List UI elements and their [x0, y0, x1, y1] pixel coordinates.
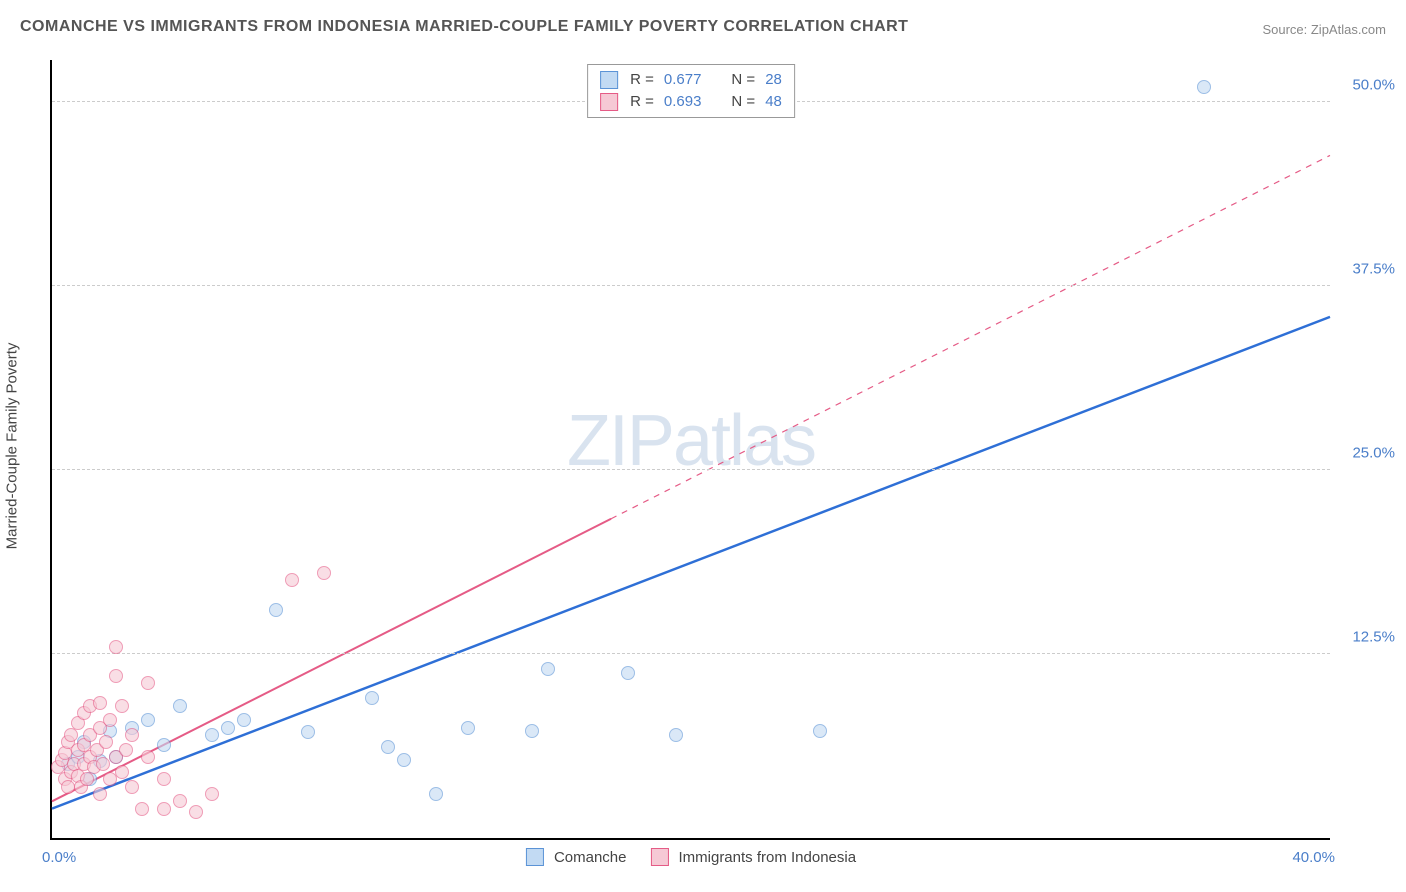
scatter-point [109, 669, 123, 683]
y-tick-label: 50.0% [1335, 77, 1395, 94]
scatter-point [1197, 80, 1211, 94]
legend-swatch [526, 848, 544, 866]
scatter-point [115, 699, 129, 713]
legend-stats: R = 0.677 N = 28 R = 0.693 N = 48 [587, 64, 795, 118]
y-tick-label: 37.5% [1335, 261, 1395, 278]
x-tick-min: 0.0% [42, 849, 76, 866]
scatter-point [125, 728, 139, 742]
y-tick-label: 12.5% [1335, 629, 1395, 646]
scatter-point [541, 662, 555, 676]
scatter-point [141, 676, 155, 690]
scatter-point [237, 713, 251, 727]
scatter-point [141, 750, 155, 764]
scatter-point [397, 753, 411, 767]
scatter-point [93, 696, 107, 710]
scatter-point [365, 691, 379, 705]
scatter-point [813, 724, 827, 738]
source-value: ZipAtlas.com [1311, 22, 1386, 37]
x-tick-max: 40.0% [1292, 849, 1335, 866]
source-attribution: Source: ZipAtlas.com [1262, 22, 1386, 37]
n-value: 28 [765, 69, 782, 91]
scatter-point [119, 743, 133, 757]
scatter-point [317, 566, 331, 580]
scatter-point [205, 728, 219, 742]
r-value: 0.693 [664, 91, 702, 113]
scatter-point [429, 787, 443, 801]
gridline [52, 285, 1330, 286]
scatter-point [125, 780, 139, 794]
scatter-point [173, 699, 187, 713]
gridline [52, 469, 1330, 470]
scatter-point [99, 735, 113, 749]
scatter-point [525, 724, 539, 738]
n-value: 48 [765, 91, 782, 113]
scatter-point [221, 721, 235, 735]
scatter-point [135, 802, 149, 816]
scatter-point [205, 787, 219, 801]
y-axis-label: Married-Couple Family Poverty [4, 343, 21, 550]
scatter-point [157, 802, 171, 816]
trend-line-dashed [611, 155, 1330, 518]
r-label: R = [630, 69, 654, 91]
r-label: R = [630, 91, 654, 113]
scatter-point [173, 794, 187, 808]
trend-line-solid [52, 317, 1330, 809]
legend-swatch [650, 848, 668, 866]
scatter-point [269, 603, 283, 617]
source-label: Source: [1262, 22, 1310, 37]
n-label: N = [731, 91, 755, 113]
scatter-point [93, 787, 107, 801]
scatter-point [141, 713, 155, 727]
scatter-point [157, 772, 171, 786]
legend-swatch [600, 71, 618, 89]
scatter-point [96, 757, 110, 771]
trend-line-solid [52, 519, 611, 802]
legend-stats-row: R = 0.693 N = 48 [600, 91, 782, 113]
r-value: 0.677 [664, 69, 702, 91]
plot-area: ZIPatlas R =0.677N =28R =0.693N =48 0.0%… [50, 60, 1330, 840]
legend-series-label: Immigrants from Indonesia [678, 849, 856, 866]
legend-series-item: Comanche [526, 848, 627, 866]
scatter-point [103, 713, 117, 727]
legend-stats-row: R = 0.677 N = 28 [600, 69, 782, 91]
y-tick-label: 25.0% [1335, 445, 1395, 462]
scatter-point [157, 738, 171, 752]
legend-series: Comanche Immigrants from Indonesia [526, 848, 856, 866]
scatter-point [461, 721, 475, 735]
chart-title: COMANCHE VS IMMIGRANTS FROM INDONESIA MA… [20, 18, 908, 36]
scatter-point [189, 805, 203, 819]
scatter-point [669, 728, 683, 742]
scatter-point [621, 666, 635, 680]
n-label: N = [731, 69, 755, 91]
scatter-point [285, 573, 299, 587]
scatter-point [381, 740, 395, 754]
legend-series-label: Comanche [554, 849, 627, 866]
scatter-point [301, 725, 315, 739]
gridline [52, 653, 1330, 654]
scatter-point [109, 640, 123, 654]
scatter-point [115, 765, 129, 779]
scatter-point [103, 772, 117, 786]
legend-swatch [600, 93, 618, 111]
legend-series-item: Immigrants from Indonesia [650, 848, 856, 866]
